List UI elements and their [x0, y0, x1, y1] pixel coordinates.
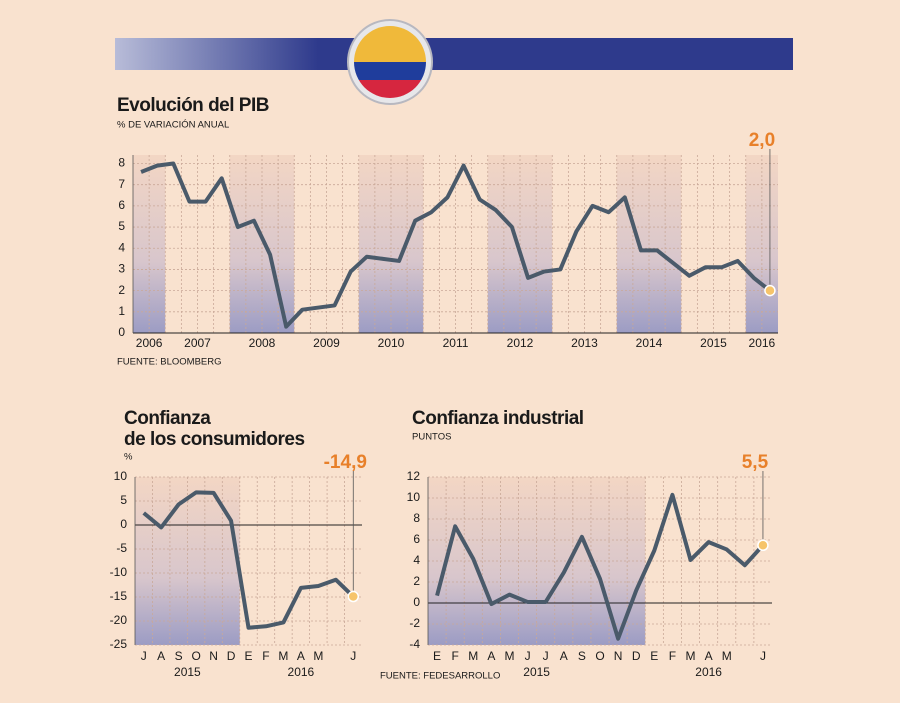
x-tick-label: O: [191, 649, 200, 663]
x-tick-label: J: [525, 649, 531, 663]
x-tick-label: M: [313, 649, 323, 663]
x-tick-label: E: [244, 649, 252, 663]
x-tick-label: M: [468, 649, 478, 663]
year-label: 2010: [378, 336, 405, 350]
end-marker: [347, 590, 360, 603]
x-tick-label: J: [760, 649, 766, 663]
y-tick-label: 8: [413, 511, 420, 525]
subtitle: % DE VARIACIÓN ANUAL: [117, 120, 229, 131]
year-label: 2015: [700, 336, 727, 350]
year-label: 2008: [249, 336, 276, 350]
chart-title: Confianza: [124, 408, 211, 429]
x-tick-label: O: [595, 649, 604, 663]
y-tick-label: 4: [413, 553, 420, 567]
y-tick-label: 2: [118, 283, 125, 297]
y-tick-label: 10: [407, 490, 421, 504]
x-tick-label: A: [560, 649, 568, 663]
y-tick-label: 2: [413, 574, 420, 588]
x-tick-label: A: [487, 649, 495, 663]
y-tick-label: 0: [118, 325, 125, 339]
y-tick-label: 1: [118, 304, 125, 318]
x-tick-label: J: [350, 649, 356, 663]
x-tick-label: A: [705, 649, 713, 663]
annotation: -14,9: [324, 452, 367, 473]
y-tick-label: -20: [110, 613, 128, 627]
source: FUENTE: BLOOMBERG: [117, 357, 222, 368]
y-tick-label: 6: [413, 532, 420, 546]
x-tick-label: E: [433, 649, 441, 663]
x-tick-label: N: [209, 649, 218, 663]
year-label: 2015: [523, 665, 550, 679]
x-tick-label: D: [227, 649, 236, 663]
x-tick-label: M: [504, 649, 514, 663]
year-label: 2006: [136, 336, 163, 350]
year-label: 2016: [288, 665, 315, 679]
subtitle: PUNTOS: [412, 432, 451, 443]
x-tick-label: S: [175, 649, 183, 663]
y-tick-label: -4: [409, 637, 420, 651]
chart-title: Evolución del PIB: [117, 95, 269, 116]
year-label: 2014: [636, 336, 663, 350]
y-tick-label: 12: [407, 469, 421, 483]
x-tick-label: M: [722, 649, 732, 663]
line: [140, 161, 772, 329]
x-tick-label: M: [278, 649, 288, 663]
y-tick-label: -15: [110, 589, 128, 603]
year-label: 2016: [749, 336, 776, 350]
x-tick-label: A: [297, 649, 305, 663]
year-label: 2012: [507, 336, 534, 350]
y-tick-label: 0: [120, 517, 127, 531]
y-tick-label: 6: [118, 198, 125, 212]
y-tick-label: 5: [118, 219, 125, 233]
x-tick-label: J: [141, 649, 147, 663]
end-marker: [757, 539, 769, 551]
x-tick-label: S: [578, 649, 586, 663]
annotation: 5,5: [742, 452, 769, 473]
y-tick-label: -2: [409, 616, 420, 630]
axis-unit: %: [124, 452, 133, 463]
year-label: 2009: [313, 336, 340, 350]
y-tick-label: 8: [118, 156, 125, 170]
y-tick-label: 4: [118, 240, 125, 254]
line: [142, 490, 355, 630]
year-label: 2013: [571, 336, 598, 350]
y-tick-label: 10: [114, 469, 128, 483]
flag: [347, 19, 433, 105]
y-tick-label: 0: [413, 595, 420, 609]
x-tick-label: F: [669, 649, 676, 663]
y-tick-label: -25: [110, 637, 128, 651]
x-tick-label: E: [650, 649, 658, 663]
x-tick-label: F: [451, 649, 458, 663]
line: [435, 492, 765, 641]
source: FUENTE: FEDESARROLLO: [380, 671, 500, 682]
year-label: 2007: [184, 336, 211, 350]
year-label: 2016: [695, 665, 722, 679]
x-tick-label: D: [632, 649, 641, 663]
annotation: 2,0: [749, 130, 775, 151]
end-marker: [764, 284, 776, 297]
x-tick-label: A: [157, 649, 165, 663]
y-tick-label: -10: [110, 565, 128, 579]
x-tick-label: J: [543, 649, 549, 663]
y-tick-label: 3: [118, 262, 125, 276]
y-tick-label: 7: [118, 177, 125, 191]
year-label: 2015: [174, 665, 201, 679]
year-label: 2011: [443, 336, 469, 350]
chart-title: de los consumidores: [124, 429, 305, 450]
x-tick-label: F: [262, 649, 269, 663]
x-tick-label: M: [686, 649, 696, 663]
header-bar: [115, 38, 793, 70]
y-tick-label: 5: [120, 493, 127, 507]
y-tick-label: -5: [116, 541, 127, 555]
x-tick-label: N: [614, 649, 623, 663]
chart-title: Confianza industrial: [412, 408, 584, 429]
